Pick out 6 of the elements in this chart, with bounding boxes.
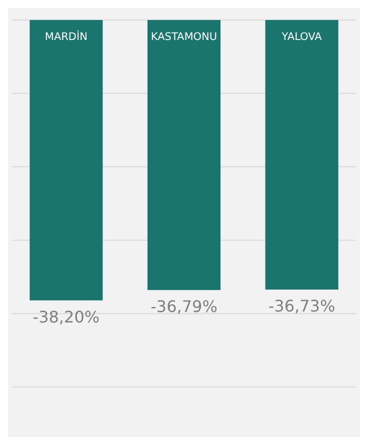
data-label: -38,20% [32, 307, 100, 326]
data-label: -36,79% [150, 297, 218, 316]
x-tick-label: YALOVA [280, 31, 323, 43]
data-label: -36,73% [268, 296, 336, 316]
x-tick-label: MARDİN [44, 30, 88, 43]
x-tick-label: KASTAMONU [150, 31, 218, 43]
